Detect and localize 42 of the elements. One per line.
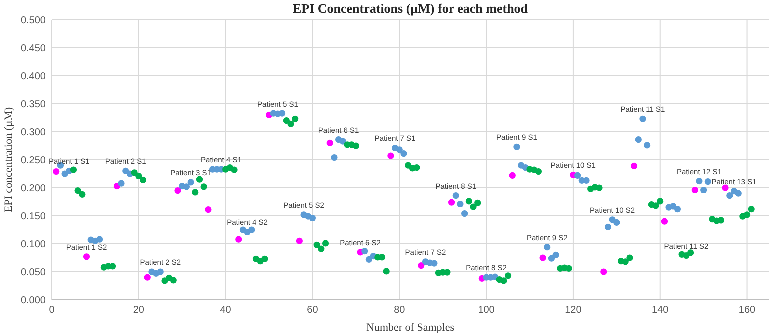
point bbox=[722, 184, 729, 192]
point bbox=[144, 274, 151, 281]
x-tick-label: 140 bbox=[652, 305, 670, 316]
x-tick-label: 160 bbox=[738, 305, 756, 316]
x-tick-label: 120 bbox=[565, 305, 582, 316]
y-tick-label: 0.350 bbox=[20, 100, 46, 110]
x-tick-label: 60 bbox=[307, 305, 319, 316]
point bbox=[174, 188, 182, 194]
point bbox=[418, 262, 425, 270]
y-tick-label: 0.450 bbox=[20, 44, 46, 54]
y-tick-label: 0.300 bbox=[20, 128, 46, 138]
point bbox=[661, 218, 668, 225]
x-tick-label: 40 bbox=[220, 305, 232, 316]
point bbox=[205, 206, 212, 214]
point bbox=[296, 238, 303, 244]
point bbox=[114, 183, 120, 190]
point bbox=[630, 162, 638, 170]
point bbox=[236, 236, 242, 243]
point bbox=[326, 140, 334, 146]
x-tick-label: 0 bbox=[49, 305, 56, 316]
point bbox=[600, 268, 608, 276]
point bbox=[448, 199, 456, 206]
x-tick-label: 80 bbox=[394, 305, 406, 316]
y-tick-label: 0.400 bbox=[20, 72, 46, 82]
y-tick-label: 0.200 bbox=[20, 184, 46, 194]
x-tick-label: 100 bbox=[478, 305, 496, 316]
y-tick-label: 0.150 bbox=[20, 212, 46, 222]
x-axis-title: Number of Samples bbox=[366, 322, 454, 334]
y-tick-label: 0.100 bbox=[20, 240, 46, 250]
y-tick-label: 0.500 bbox=[20, 16, 46, 26]
y-axis-title: EPI concentration (µM) bbox=[3, 107, 15, 213]
point bbox=[388, 152, 394, 160]
point bbox=[540, 254, 546, 262]
y-tick-label: 0.050 bbox=[20, 268, 46, 278]
chart-title: EPI Concentrations (µM) for each method bbox=[292, 1, 529, 16]
point bbox=[53, 168, 60, 176]
point bbox=[509, 172, 516, 179]
point bbox=[692, 186, 698, 194]
y-tick-label: 0.000 bbox=[20, 296, 46, 306]
point bbox=[83, 254, 90, 260]
x-tick-label: 20 bbox=[133, 305, 145, 316]
y-tick-label: 0.250 bbox=[20, 156, 46, 166]
